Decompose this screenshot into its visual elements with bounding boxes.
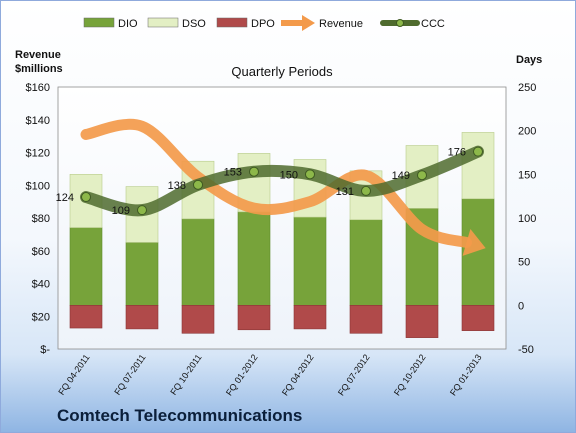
ccc-series: 124 109 138 153 150 131 149 176 (56, 145, 484, 217)
revenue-arrowhead (462, 229, 486, 256)
legend-label-revenue: Revenue (319, 18, 363, 30)
right-axis-ticks: -50 0 50 100 150 200 250 (518, 82, 536, 356)
dio-bar (69, 227, 103, 306)
ccc-marker (473, 146, 483, 157)
right-tick-label: 100 (518, 213, 536, 225)
right-tick-label: 200 (518, 126, 536, 138)
ccc-data-label: 149 (392, 170, 410, 182)
dpo-bar (69, 305, 103, 329)
ccc-marker (361, 185, 371, 196)
ccc-data-label: 124 (56, 192, 74, 204)
dpo-bar (405, 305, 439, 338)
dpo-bar (293, 305, 327, 330)
right-tick-label: 50 (518, 257, 530, 269)
x-tick-label: FQ 07-2011 (112, 352, 147, 397)
left-tick-label: $40 (32, 279, 50, 291)
left-axis-label-line2: $millions (15, 63, 63, 75)
dio-bar (237, 211, 271, 306)
legend-swatch-dio (83, 17, 115, 28)
left-tick-label: $- (40, 344, 50, 356)
left-tick-label: $120 (26, 148, 50, 160)
ccc-marker (81, 192, 91, 203)
dpo-bar (181, 305, 215, 334)
left-tick-label: $100 (26, 180, 50, 192)
ccc-marker (137, 205, 147, 216)
dio-bar (293, 216, 327, 306)
dio-bar (349, 219, 383, 306)
legend-label-dpo: DPO (251, 18, 275, 30)
ccc-data-label: 131 (336, 186, 354, 198)
dpo-bar (125, 305, 159, 330)
ccc-marker (193, 179, 203, 190)
dpo-bar (237, 305, 271, 331)
revenue-series (80, 118, 486, 256)
legend-swatch-ccc-marker (396, 19, 404, 27)
left-axis-label-line1: Revenue (15, 49, 61, 61)
right-tick-label: -50 (518, 344, 534, 356)
x-tick-label: FQ 01-2012 (224, 352, 260, 397)
legend-swatch-dpo (216, 17, 248, 28)
x-tick-label: FQ 10-2012 (392, 352, 428, 397)
x-axis-labels: FQ 04-2011 FQ 07-2011 FQ 10-2011 FQ 01-2012… (56, 352, 483, 397)
left-tick-label: $160 (26, 82, 50, 94)
right-tick-label: 150 (518, 169, 536, 181)
right-tick-label: 250 (518, 82, 536, 94)
dpo-bar (461, 305, 495, 331)
legend-swatch-dso (147, 17, 179, 28)
dio-bar (181, 218, 215, 306)
company-name: Comtech Telecommunications (57, 406, 303, 425)
left-tick-label: $20 (32, 311, 50, 323)
dpo-bar (349, 305, 383, 334)
ccc-marker (249, 166, 259, 177)
dso-bar (461, 132, 495, 200)
left-tick-label: $140 (26, 115, 50, 127)
x-tick-label: FQ 10-2011 (168, 352, 203, 397)
legend-swatch-revenue-head (302, 15, 315, 31)
dio-bar (125, 242, 159, 306)
legend: DIO DSO DPO Revenue CCC (83, 15, 445, 31)
left-tick-label: $80 (32, 213, 50, 225)
subtitle: Quarterly Periods (231, 64, 333, 79)
left-tick-label: $60 (32, 246, 50, 258)
left-axis-ticks: $- $20 $40 $60 $80 $100 $120 $140 $160 (26, 82, 51, 356)
x-tick-label: FQ 04-2012 (280, 352, 316, 397)
x-tick-label: FQ 07-2012 (336, 352, 372, 397)
legend-label-ccc: CCC (421, 18, 445, 30)
ccc-marker (417, 170, 427, 181)
right-axis-label: Days (516, 54, 542, 66)
ccc-data-label: 153 (224, 167, 242, 179)
right-tick-label: 0 (518, 300, 524, 312)
ccc-marker (305, 169, 315, 180)
revenue-line (80, 118, 472, 248)
legend-label-dso: DSO (182, 18, 206, 30)
x-tick-label: FQ 04-2011 (56, 352, 91, 397)
legend-label-dio: DIO (118, 18, 138, 30)
ccc-data-label: 176 (448, 147, 466, 159)
ccc-data-label: 150 (280, 169, 298, 181)
x-tick-label: FQ 01-2013 (448, 352, 484, 397)
ccc-data-label: 138 (168, 180, 186, 192)
ccc-data-label: 109 (112, 205, 130, 217)
